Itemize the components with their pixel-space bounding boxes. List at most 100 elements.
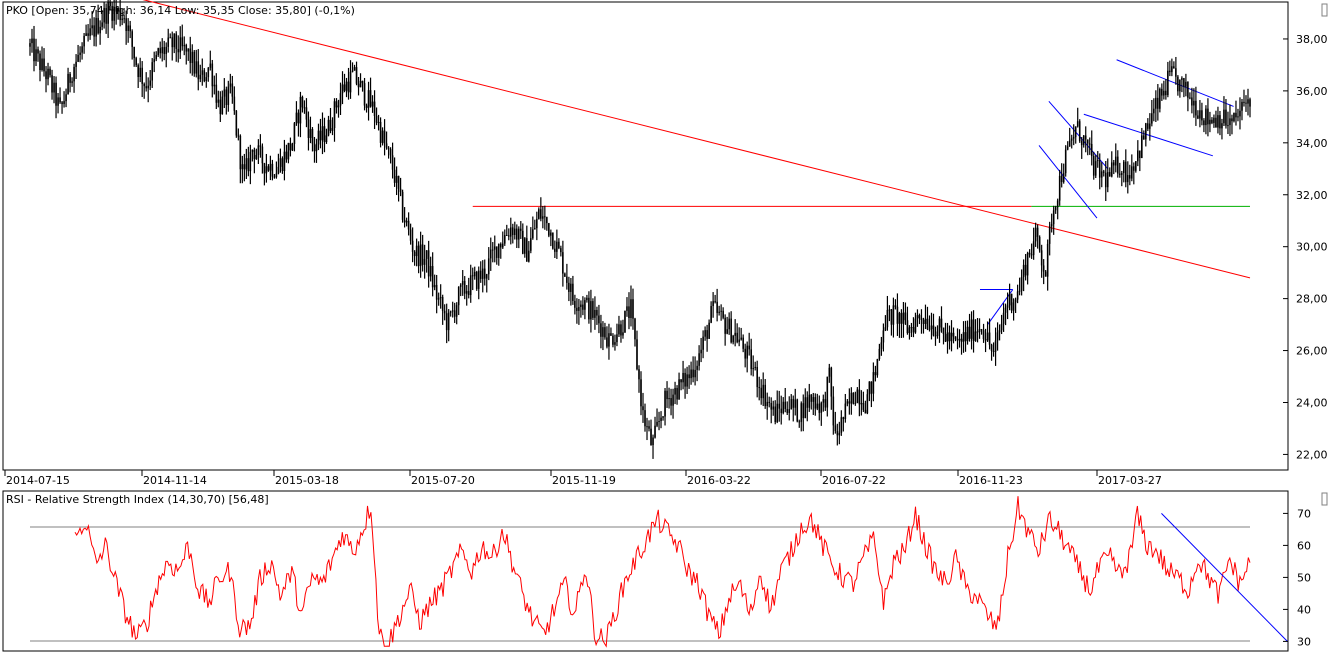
trendline[interactable]: [103, 0, 1251, 279]
candle-bar: [1201, 102, 1203, 126]
candle-bar: [251, 149, 254, 162]
candle-bar: [1090, 130, 1093, 166]
candle-bar: [37, 46, 39, 62]
rsi-y-tick-label: 30: [1297, 635, 1311, 648]
candle-bar: [415, 238, 418, 267]
candle-bar: [373, 90, 376, 130]
candle-bar: [624, 310, 626, 333]
candle-bar: [980, 328, 983, 335]
candle-bar: [982, 323, 985, 343]
candle-bar: [592, 298, 594, 320]
candle-bar: [964, 320, 967, 352]
candle-bar: [259, 134, 262, 158]
candle-bar: [1068, 127, 1071, 147]
candle-bar: [209, 50, 212, 71]
candle-bar: [409, 223, 412, 245]
candle-bar: [610, 327, 612, 336]
candle-bar: [1225, 99, 1227, 129]
candle-bar: [143, 82, 145, 99]
price-candles: [29, 0, 1251, 459]
candle-bar: [197, 49, 200, 91]
candle-bar: [996, 322, 999, 351]
trendline[interactable]: [1116, 59, 1234, 107]
candle-bar: [1143, 130, 1145, 140]
candle-bar: [842, 416, 845, 432]
candle-bar: [457, 286, 460, 316]
candle-bar: [560, 245, 562, 257]
rsi-trendline[interactable]: [1161, 513, 1289, 643]
candle-bar: [888, 305, 891, 322]
trendline[interactable]: [1083, 113, 1213, 157]
candle-bar: [990, 343, 993, 361]
candle-bar: [822, 394, 825, 412]
rsi-line: [74, 496, 1251, 648]
candle-bar: [784, 387, 787, 413]
candle-bar: [826, 376, 829, 417]
candle-bar: [606, 326, 608, 349]
candle-bar: [838, 421, 841, 445]
candle-bar: [692, 356, 694, 383]
candle-bar: [788, 396, 791, 421]
candle-bar: [315, 138, 318, 163]
candle-bar: [738, 327, 740, 347]
candle-bar: [135, 56, 137, 68]
candle-bar: [834, 411, 837, 434]
candle-bar: [453, 302, 456, 323]
candle-bar: [309, 116, 312, 144]
candle-bar: [497, 243, 500, 266]
candle-bar: [437, 292, 440, 306]
candle-bar: [954, 336, 957, 342]
candle-bar: [1207, 98, 1209, 137]
candle-bar: [1058, 169, 1061, 206]
candle-bar: [868, 381, 871, 402]
candle-bar: [970, 311, 973, 350]
candle-bar: [1153, 98, 1155, 122]
candle-bar: [399, 177, 402, 197]
candle-bar: [642, 392, 644, 423]
candle-bar: [121, 8, 123, 26]
candle-bar: [1219, 110, 1221, 136]
candle-bar: [600, 314, 602, 349]
candle-bar: [193, 50, 196, 77]
candle-bar: [634, 317, 636, 347]
candle-bar: [758, 376, 760, 401]
candle-bar: [588, 291, 590, 324]
candle-bar: [1046, 239, 1049, 291]
candle-bar: [684, 368, 686, 399]
candle-bar: [273, 174, 276, 179]
candle-bar: [455, 302, 458, 325]
candle-bar: [748, 332, 750, 356]
candle-bar: [137, 63, 139, 88]
candle-bar: [507, 228, 510, 241]
candle-bar: [243, 153, 246, 182]
candle-bar: [277, 153, 280, 175]
candle-bar: [874, 365, 877, 382]
candle-bar: [307, 111, 310, 151]
candle-bar: [375, 107, 378, 126]
candle-bar: [1239, 97, 1241, 130]
panel-resize-handle-top[interactable]: [1321, 3, 1328, 17]
candle-bar: [876, 358, 879, 378]
candle-bar: [586, 294, 588, 303]
candle-bar: [231, 75, 234, 104]
candle-bar: [465, 285, 468, 306]
trendline[interactable]: [1038, 145, 1098, 219]
candle-bar: [181, 24, 184, 51]
panel-resize-handle-bottom[interactable]: [1321, 492, 1328, 506]
candle-bar: [305, 98, 308, 128]
x-tick-label: 2015-03-18: [275, 474, 339, 487]
trendline[interactable]: [987, 289, 1014, 325]
candle-bar: [846, 399, 849, 407]
candle-bar: [1165, 79, 1167, 100]
candle-bar: [255, 148, 258, 160]
candle-bar: [129, 20, 131, 39]
candle-bar: [654, 416, 656, 439]
candle-bar: [45, 66, 47, 93]
candle-bar: [433, 274, 436, 291]
candle-bar: [534, 219, 536, 230]
candle-bar: [1229, 104, 1231, 137]
candle-bar: [445, 303, 448, 344]
candle-bar: [652, 434, 654, 459]
candle-bar: [1203, 118, 1205, 133]
candle-bar: [1135, 161, 1137, 173]
